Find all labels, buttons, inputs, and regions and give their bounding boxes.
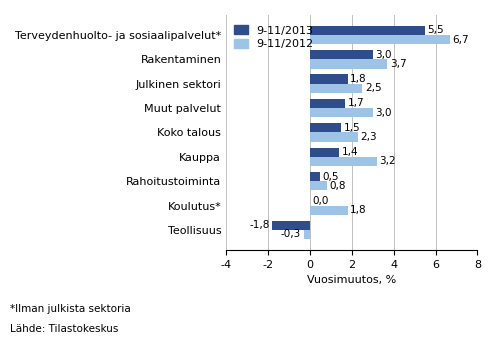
Text: 0,8: 0,8 (329, 181, 346, 191)
Text: 1,4: 1,4 (342, 147, 358, 157)
Bar (310, 74, 348, 84)
Bar (310, 26, 425, 35)
Bar (310, 99, 346, 108)
Text: 1,5: 1,5 (344, 123, 361, 133)
Bar (310, 108, 372, 117)
Text: 3,7: 3,7 (390, 59, 407, 69)
Bar (310, 181, 327, 190)
Bar (310, 172, 320, 181)
Text: 1,8: 1,8 (350, 74, 367, 84)
Text: 6,7: 6,7 (453, 34, 469, 45)
Bar (310, 84, 362, 93)
Text: 3,2: 3,2 (379, 157, 396, 166)
Text: 5,5: 5,5 (428, 25, 444, 35)
Bar (310, 206, 348, 215)
Text: 3,0: 3,0 (375, 108, 392, 118)
Bar (310, 59, 387, 69)
Bar (304, 230, 310, 239)
X-axis label: Vuosimuutos, %: Vuosimuutos, % (307, 275, 396, 285)
Text: 0,5: 0,5 (323, 172, 339, 181)
Bar (310, 50, 372, 59)
Bar (310, 35, 450, 44)
Bar (310, 148, 339, 157)
Bar (310, 132, 358, 142)
Text: 3,0: 3,0 (375, 50, 392, 60)
Bar (310, 123, 341, 132)
Bar (272, 221, 310, 230)
Text: *Ilman julkista sektoria: *Ilman julkista sektoria (10, 304, 130, 314)
Text: -1,8: -1,8 (249, 220, 270, 230)
Text: Lähde: Tilastokeskus: Lähde: Tilastokeskus (10, 325, 118, 335)
Text: -0,3: -0,3 (281, 229, 301, 239)
Text: 2,3: 2,3 (361, 132, 377, 142)
Text: 1,8: 1,8 (350, 205, 367, 215)
Text: 2,5: 2,5 (365, 83, 381, 93)
Text: 1,7: 1,7 (348, 99, 365, 108)
Text: 0,0: 0,0 (312, 196, 329, 206)
Bar (310, 157, 377, 166)
Legend: 9-11/2013, 9-11/2012: 9-11/2013, 9-11/2012 (234, 25, 313, 49)
